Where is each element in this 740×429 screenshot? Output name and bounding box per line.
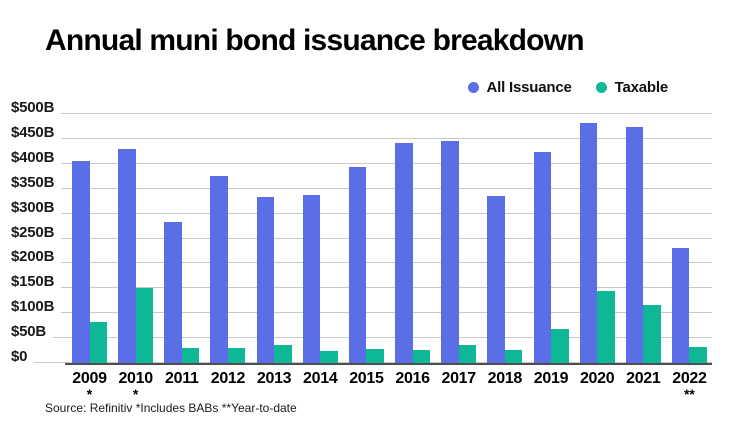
bar-all-issuance-2012	[210, 175, 228, 364]
bar-taxable-2014	[320, 351, 338, 364]
x-axis-tick-label-2017: 2017	[441, 370, 476, 387]
bar-all-issuance-2019	[533, 151, 551, 364]
gridline-row-250b: $250B	[11, 222, 712, 240]
x-axis-tick-label-2015: 2015	[349, 370, 384, 387]
gridline-row-350b: $350B	[11, 172, 712, 190]
gridline	[61, 262, 712, 264]
legend-label-taxable: Taxable	[614, 79, 669, 96]
gridline-row-50b: $50B	[11, 321, 712, 339]
x-axis-tick-label-2022: 2022	[672, 370, 707, 387]
gridline-row-200b: $200B	[11, 246, 712, 264]
x-axis-tick-label-2019: 2019	[533, 370, 569, 387]
source-note: Source: Refinitiv *Includes BABs **Year-…	[45, 401, 297, 415]
bar-all-issuance-2021	[625, 127, 644, 364]
bar-all-issuance-2015	[348, 166, 367, 364]
y-axis-tick-label: $0	[11, 348, 28, 365]
y-axis-tick-label: $500B	[11, 99, 55, 116]
bar-all-issuance-2011	[164, 222, 182, 364]
bar-taxable-2010	[135, 288, 154, 364]
bar-all-issuance-2010	[118, 148, 136, 364]
x-axis-tick-label-2021: 2021	[626, 370, 661, 387]
gridline	[61, 312, 712, 314]
bar-all-issuance-2020	[579, 122, 598, 364]
legend-label-all-issuance: All Issuance	[486, 79, 572, 96]
gridline	[61, 113, 712, 114]
bar-all-issuance-2013	[256, 197, 275, 364]
gridline	[53, 337, 712, 339]
y-axis-tick-label: $350B	[11, 173, 55, 191]
gridline-row-450b: $450B	[11, 122, 712, 140]
gridline-row-150b: $150B	[11, 271, 712, 289]
bar-taxable-2015	[366, 349, 384, 364]
y-axis-tick-label: $250B	[11, 223, 55, 241]
bar-all-issuance-2016	[395, 142, 413, 364]
legend-dot-all-issuance-icon	[467, 82, 479, 93]
y-axis-tick-label: $150B	[11, 273, 55, 291]
x-axis-tick-label-2013: 2013	[256, 370, 292, 387]
x-axis-footnote-mark-2010: *	[132, 386, 139, 402]
bar-all-issuance-2018	[487, 195, 505, 364]
legend-item-all-issuance: All Issuance	[467, 79, 572, 96]
legend-item-taxable: Taxable	[595, 79, 669, 96]
bar-taxable-2016	[412, 349, 431, 364]
gridline	[61, 287, 712, 289]
x-axis-tick-label-2011: 2011	[165, 370, 199, 387]
y-axis-tick-label: $450B	[11, 123, 55, 141]
x-axis-tick-label-2018: 2018	[487, 370, 523, 387]
x-axis-tick-label-2014: 2014	[303, 370, 338, 387]
y-axis-tick-label: $100B	[11, 298, 55, 316]
bar-taxable-2019	[551, 328, 569, 364]
gridline	[61, 162, 712, 164]
y-axis-tick-label: $300B	[11, 198, 55, 216]
bar-all-issuance-2014	[302, 194, 321, 364]
bar-taxable-2021	[643, 305, 661, 364]
chart-title: Annual muni bond issuance breakdown	[45, 24, 585, 57]
x-axis-tick-label-2012: 2012	[210, 370, 246, 387]
bar-taxable-2017	[458, 344, 477, 364]
x-axis-footnote-mark-2009: *	[86, 386, 93, 402]
bar-taxable-2022	[689, 347, 707, 364]
x-axis-tick-label-2020: 2020	[579, 370, 615, 387]
bar-all-issuance-2022	[671, 248, 690, 364]
gridline-row-400b: $400B	[11, 147, 712, 165]
bar-taxable-2013	[274, 345, 292, 364]
bar-all-issuance-2017	[441, 140, 459, 364]
x-axis-tick-label-2010: 2010	[118, 370, 153, 387]
bar-taxable-2011	[181, 348, 200, 364]
gridline	[61, 237, 712, 239]
legend-dot-taxable-icon	[595, 82, 607, 93]
gridline	[61, 137, 712, 139]
x-axis-footnote-mark-2022: **	[683, 386, 695, 402]
x-axis-tick-label-2016: 2016	[395, 370, 430, 387]
bar-taxable-2020	[597, 291, 615, 364]
x-axis-line	[65, 363, 712, 365]
legend: All Issuance Taxable	[467, 79, 669, 96]
gridline	[61, 187, 712, 189]
y-axis-tick-label: $200B	[11, 248, 55, 266]
bar-taxable-2012	[227, 348, 246, 364]
bar-taxable-2009	[89, 321, 107, 364]
gridline	[61, 212, 712, 214]
gridline-row-100b: $100B	[11, 296, 712, 314]
bar-taxable-2018	[504, 349, 523, 364]
y-axis-tick-label: $400B	[11, 148, 55, 166]
bar-all-issuance-2009	[72, 160, 90, 364]
gridline-row-300b: $300B	[11, 197, 712, 215]
y-axis-tick-label: $50B	[11, 323, 47, 341]
gridline-row-500b: $500B	[11, 97, 712, 115]
x-axis-tick-label-2009: 2009	[72, 370, 107, 387]
